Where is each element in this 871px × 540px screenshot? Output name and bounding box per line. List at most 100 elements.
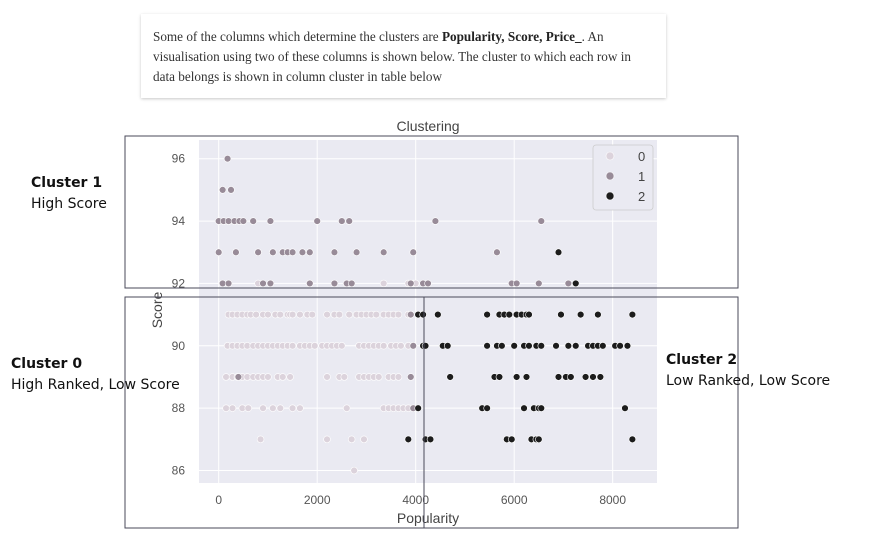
cluster-1-point (409, 248, 417, 256)
legend-label-1: 1 (638, 169, 645, 184)
cluster-0-title: Cluster 0 (11, 356, 83, 372)
cluster-2-point (616, 342, 624, 350)
cluster-0-point (222, 373, 230, 381)
y-tick-label: 86 (172, 464, 186, 478)
x-axis-label: Popularity (397, 510, 459, 526)
cluster-0-point (323, 435, 331, 444)
cluster-2-point (596, 373, 605, 381)
cluster-1-point (313, 217, 321, 225)
cluster-2-point (628, 310, 637, 319)
cluster-0-point (308, 310, 316, 319)
cluster-0-point (244, 404, 252, 412)
cluster-0-point (372, 310, 380, 319)
cluster-1-point (259, 279, 267, 288)
cluster-2-point (621, 404, 629, 412)
cluster-0-point (222, 404, 230, 412)
description-columns: Popularity, Score, Price_ (441, 29, 582, 44)
cluster-2-point (564, 342, 573, 350)
cluster-2-point (414, 404, 422, 412)
cluster-0-point (360, 435, 368, 444)
cluster-2-point (537, 342, 545, 350)
cluster-0-point (288, 310, 297, 319)
description-card: Some of the columns which determine the … (141, 14, 666, 98)
cluster-1-point (512, 279, 521, 288)
cluster-0-point (335, 310, 344, 319)
y-tick-label: 92 (172, 276, 186, 290)
cluster-0-annotation: Cluster 0 High Ranked, Low Score (11, 354, 180, 396)
cluster-1-point (345, 217, 353, 225)
cluster-2-point (495, 373, 504, 381)
cluster-0-point (256, 435, 265, 444)
cluster-0-point (375, 373, 383, 381)
cluster-2-point (594, 310, 602, 319)
cluster-1-point (218, 186, 227, 194)
x-tick-label: 2000 (304, 493, 331, 507)
cluster-0-point (323, 373, 331, 381)
data-points (214, 155, 637, 475)
cluster-2-point (520, 404, 528, 412)
cluster-1-point (347, 279, 356, 288)
cluster-1-point (306, 248, 314, 256)
cluster-0-point (276, 404, 284, 412)
cluster-2-point (572, 279, 580, 288)
description-text-end: . An visualisation using two of these co… (153, 29, 631, 84)
cluster-1-point (352, 248, 361, 256)
cluster-1-box (124, 135, 739, 289)
cluster-0-point (288, 404, 297, 412)
cluster-1-point (288, 248, 297, 256)
legend-marker-2 (605, 191, 615, 201)
axis-ticks: 0 2000 4000 6000 8000 86 88 90 92 94 96 (172, 152, 627, 507)
cluster-1-point (224, 279, 233, 288)
cluster-2-point (483, 310, 491, 319)
cluster-1-annotation: Cluster 1 High Score (31, 173, 107, 215)
y-tick-label: 90 (172, 339, 186, 353)
cluster-0-point (340, 373, 348, 381)
cluster-1-point (227, 186, 235, 194)
cluster-2-point (589, 373, 597, 381)
cluster-1-point (409, 342, 417, 350)
cluster-0-point (397, 342, 405, 350)
legend-marker-1 (605, 171, 615, 181)
cluster-2-point (623, 342, 632, 350)
cluster-0-point (228, 404, 237, 412)
cluster-2-point (508, 435, 516, 444)
cluster-0-point (276, 310, 284, 319)
cluster-1-point (266, 279, 275, 288)
cluster-0-point (323, 310, 331, 319)
legend: 0 1 2 (592, 144, 654, 211)
cluster-0-point (347, 435, 356, 444)
cluster-2-point (557, 310, 565, 319)
cluster-0-point (286, 373, 294, 381)
cluster-1-point (232, 248, 240, 256)
cluster-1-point (330, 279, 339, 288)
legend-label-0: 0 (638, 149, 645, 164)
cluster-1-point (493, 248, 501, 256)
description-text-start: Some of the columns which determine the … (153, 29, 442, 44)
cluster-2-point (525, 310, 533, 319)
cluster-2-annotation: Cluster 2 Low Ranked, Low Score (666, 350, 830, 392)
cluster-1-point (338, 217, 346, 225)
cluster-1-point (537, 217, 545, 225)
legend-label-2: 2 (638, 189, 645, 204)
cluster-0-point (279, 373, 287, 381)
cluster-2-point (535, 435, 543, 444)
cluster-1-point (269, 248, 277, 256)
cluster-1-point (266, 217, 275, 225)
cluster-1-point (330, 248, 339, 256)
cluster-0-desc: High Ranked, Low Score (11, 377, 180, 393)
y-tick-label: 88 (172, 401, 186, 415)
cluster-0-point (296, 310, 304, 319)
y-tick-label: 96 (172, 152, 186, 166)
cluster-0-point (379, 342, 388, 350)
cluster-0-point (345, 310, 353, 319)
cluster-0-point (252, 310, 260, 319)
legend-marker-0 (605, 151, 615, 161)
cluster-2-point (505, 310, 513, 319)
cluster-2-point (404, 435, 413, 444)
cluster-1-point (431, 217, 440, 225)
cluster-0-point (394, 310, 403, 319)
cluster-0-point (264, 310, 272, 319)
cluster-0-point (296, 404, 304, 412)
cluster-1-title: Cluster 1 (31, 175, 103, 191)
